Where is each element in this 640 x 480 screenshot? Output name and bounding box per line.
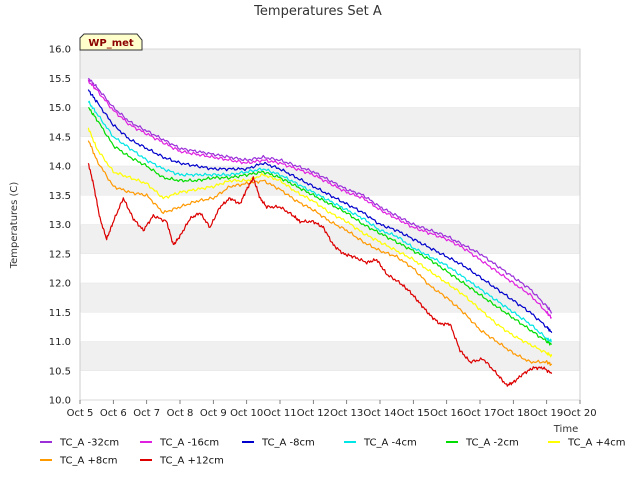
x-tick-label: Oct 20 (563, 408, 596, 419)
x-tick-label: Oct 14 (363, 408, 396, 419)
series-line (87, 89, 553, 333)
legend-label: TC_A +4cm (567, 438, 626, 449)
y-axis-label: Temperatures (C) (9, 182, 20, 270)
x-tick-label: Oct 13 (330, 408, 363, 419)
x-tick-label: Oct 12 (297, 408, 330, 419)
series-line (87, 107, 552, 346)
legend-label: TC_A -16cm (159, 438, 219, 449)
y-tick-label: 10.0 (49, 396, 71, 407)
legend-item: TC_A +8cm (40, 456, 118, 467)
x-tick-label: Oct 16 (430, 408, 463, 419)
series-line (87, 100, 552, 343)
station-badge: WP_met (79, 33, 143, 51)
legend-label: TC_A -2cm (465, 438, 519, 449)
legend-label: TC_A +12cm (159, 456, 224, 467)
grid-band (80, 107, 580, 137)
grid-band (80, 341, 580, 371)
y-tick-label: 12.5 (49, 249, 71, 260)
y-tick-label: 10.5 (49, 366, 71, 377)
series-line (87, 163, 553, 387)
x-tick-label: Oct 10 (230, 408, 263, 419)
badge-box (79, 33, 143, 51)
x-tick-label: Oct 19 (530, 408, 563, 419)
series-line (87, 127, 553, 358)
background-bands (80, 49, 580, 371)
x-axis-label: Time (553, 424, 578, 435)
y-tick-label: 15.0 (49, 103, 71, 114)
y-tick-label: 14.5 (49, 132, 71, 143)
x-tick-label: Oct 11 (263, 408, 296, 419)
badge-label: WP_met (88, 38, 134, 49)
chart-title: Temperatures Set A (253, 4, 382, 19)
legend-label: TC_A -32cm (59, 438, 119, 449)
y-tick-label: 13.5 (49, 191, 71, 202)
legend-item: TC_A -4cm (344, 438, 417, 449)
y-tick-label: 15.5 (49, 74, 71, 85)
legend-item: TC_A -32cm (40, 438, 119, 449)
x-axis: Oct 5 Oct 6 Oct 7 Oct 8 Oct 9 Oct 10 Oct 11 Oct… (67, 400, 597, 419)
y-tick-label: 12.0 (49, 279, 71, 290)
x-tick-label: Oct 18 (497, 408, 530, 419)
legend-item: TC_A -2cm (446, 438, 519, 449)
y-tick-label: 11.0 (49, 337, 71, 348)
legend-label: TC_A -4cm (363, 438, 417, 449)
y-tick-label: 14.0 (49, 162, 71, 173)
legend-item: TC_A -16cm (140, 438, 219, 449)
y-tick-label: 11.5 (49, 308, 71, 319)
x-tick-label: Oct 9 (200, 408, 227, 419)
legend-item: TC_A +4cm (548, 438, 626, 449)
series-line (87, 77, 553, 314)
series-line (87, 140, 553, 366)
legend-label: TC_A -8cm (261, 438, 315, 449)
grid-band (80, 49, 580, 79)
legend: TC_A -32cm TC_A -16cm TC_A -8cm TC_A -4cm TC… (40, 438, 626, 467)
x-tick-label: Oct 17 (463, 408, 496, 419)
series-line (87, 79, 553, 319)
x-tick-label: Oct 15 (397, 408, 430, 419)
y-tick-label: 13.0 (49, 220, 71, 231)
x-tick-label: Oct 8 (167, 408, 194, 419)
y-axis: 10.0 10.5 11.0 11.5 12.0 12.5 13.0 13.5 14.0 14.5… (49, 45, 580, 407)
grid-band (80, 283, 580, 313)
legend-item: TC_A +12cm (140, 456, 224, 467)
y-tick-label: 16.0 (49, 45, 71, 56)
legend-item: TC_A -8cm (242, 438, 315, 449)
series-lines (87, 77, 553, 387)
legend-label: TC_A +8cm (59, 456, 118, 467)
x-tick-label: Oct 5 (67, 408, 94, 419)
grid-band (80, 166, 580, 196)
x-tick-label: Oct 7 (133, 408, 160, 419)
x-tick-label: Oct 6 (100, 408, 127, 419)
